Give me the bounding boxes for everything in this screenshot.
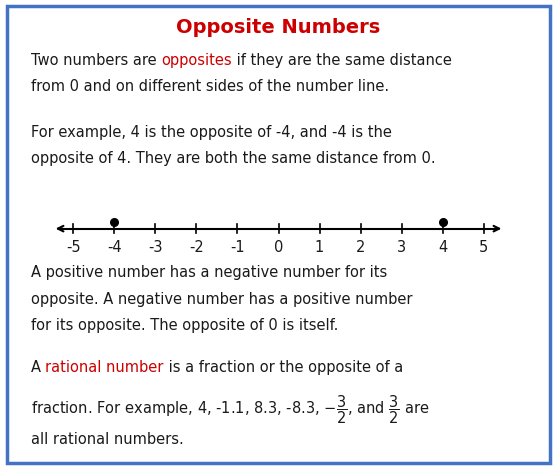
Text: opposite of 4. They are both the same distance from 0.: opposite of 4. They are both the same di…: [31, 151, 435, 166]
Text: -2: -2: [189, 240, 204, 255]
Text: opposites: opposites: [161, 53, 232, 68]
Text: Two numbers are: Two numbers are: [31, 53, 161, 68]
Text: is a fraction or the opposite of a: is a fraction or the opposite of a: [164, 360, 403, 375]
Text: For example, 4 is the opposite of -4, and -4 is the: For example, 4 is the opposite of -4, an…: [31, 125, 392, 140]
Text: A: A: [31, 360, 45, 375]
Text: fraction. For example, 4, -1.1, 8.3, -8.3, $-\dfrac{3}{2}$, and $\dfrac{3}{2}$ a: fraction. For example, 4, -1.1, 8.3, -8.…: [31, 393, 429, 426]
Text: -4: -4: [107, 240, 121, 255]
Text: 5: 5: [479, 240, 488, 255]
Text: -5: -5: [66, 240, 81, 255]
Text: 3: 3: [397, 240, 406, 255]
Text: for its opposite. The opposite of 0 is itself.: for its opposite. The opposite of 0 is i…: [31, 318, 338, 333]
Text: opposite. A negative number has a positive number: opposite. A negative number has a positi…: [31, 292, 412, 307]
Text: 1: 1: [315, 240, 324, 255]
Text: from 0 and on different sides of the number line.: from 0 and on different sides of the num…: [31, 79, 389, 94]
FancyBboxPatch shape: [7, 6, 550, 463]
Text: 4: 4: [438, 240, 447, 255]
Text: all rational numbers.: all rational numbers.: [31, 432, 183, 447]
Text: Opposite Numbers: Opposite Numbers: [177, 18, 380, 37]
Text: rational number: rational number: [45, 360, 164, 375]
Text: 0: 0: [274, 240, 283, 255]
Text: A positive number has a negative number for its: A positive number has a negative number …: [31, 265, 387, 280]
Text: 2: 2: [356, 240, 365, 255]
Text: -1: -1: [230, 240, 245, 255]
Text: if they are the same distance: if they are the same distance: [232, 53, 451, 68]
Text: -3: -3: [148, 240, 163, 255]
